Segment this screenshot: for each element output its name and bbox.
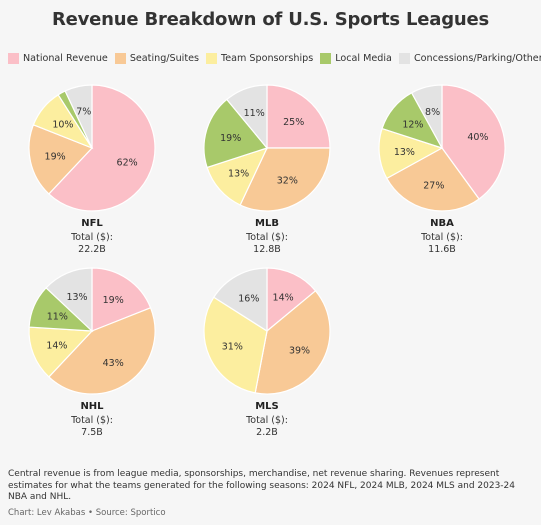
pie-title: MLB [255,218,279,229]
pie-slice [266,84,331,149]
slice-label: 62% [117,157,138,168]
legend-label: National Revenue [23,52,108,64]
pie-chart-mls: 14% 39% 31% 16% MLS Total ($):2.2B [203,267,331,438]
pie-title: NFL [81,218,103,229]
pie-slice [239,147,331,212]
pie-slice [266,267,317,333]
legend-swatch [206,52,218,64]
slice-label: 14% [46,340,67,351]
legend-swatch [320,52,332,64]
slice-label: 10% [52,119,73,130]
pie-chart-nhl: 19% 43% 14% 11% 13% NHL Total ($):7.5B [28,267,156,438]
pie-total-label: Total ($): [245,232,288,243]
slice-label: 14% [273,292,294,303]
pie-total-label: Total ($): [245,415,288,426]
pie-slice [64,84,93,149]
slice-label: 12% [402,119,423,130]
legend: National Revenue Seating/Suites Team Spo… [8,50,541,66]
footnote: Central revenue is from league media, sp… [8,469,516,502]
slice-label: 43% [103,358,124,369]
pie-chart-mlb: 25% 32% 13% 19% 11% MLB Total ($):12.8B [203,84,331,255]
legend-item-team-sponsorships: Team Sponsorships [206,52,314,64]
slice-label: 39% [289,346,310,357]
pie-slice [91,267,152,332]
pie-chart-nfl: 62% 19% 10%7% NFL Total ($):22.2B [28,84,156,255]
slice-label: 40% [467,132,488,143]
legend-item-concessions: Concessions/Parking/Other [398,52,541,64]
pie-total-label: Total ($): [420,232,463,243]
legend-item-national-revenue: National Revenue [8,52,108,64]
credit: Chart: Lev Akabas • Source: Sportico [8,508,166,518]
slice-label: 7% [76,107,91,118]
pie-slice [212,267,268,333]
slice-label: 19% [103,295,124,306]
pie-total-value: 22.2B [78,244,106,255]
pie-total-label: Total ($): [70,415,113,426]
pie-slice [48,307,156,395]
slice-label: 13% [394,147,415,158]
slice-label: 19% [220,133,241,144]
pie-total-value: 7.5B [81,427,103,438]
pie-slice [203,98,269,169]
slice-label: 11% [47,312,68,323]
slice-label: 31% [222,342,243,353]
pie-total-value: 12.8B [253,244,281,255]
pie-title: NHL [80,401,104,412]
slice-label: 27% [423,180,444,191]
pie-slice [225,84,268,150]
pie-slice [28,326,94,378]
slice-label: 13% [66,292,87,303]
legend-item-seating-suites: Seating/Suites [114,52,200,64]
pie-slice [385,147,480,212]
pie-slice [48,84,156,212]
pie-slice [441,84,506,200]
legend-label: Concessions/Parking/Other [413,52,541,64]
slice-label: 19% [45,152,66,163]
pie-total-value: 11.6B [428,244,456,255]
pie-slice [254,289,331,395]
slice-label: 16% [238,293,259,304]
pie-title: MLS [255,401,279,412]
slice-label: 32% [277,175,298,186]
legend-item-local-media: Local Media [320,52,392,64]
slice-label: 25% [283,117,304,128]
slice-label: 13% [228,169,249,180]
pie-chart-nba: 40% 27% 13% 12%8% NBA Total ($):11.6B [378,84,506,255]
chart-title: Revenue Breakdown of U.S. Sports Leagues [51,9,490,30]
legend-label: Team Sponsorships [221,52,314,64]
pie-title: NBA [430,218,454,229]
legend-swatch [398,52,410,64]
legend-swatch [114,52,126,64]
pie-total-label: Total ($): [70,232,113,243]
slice-label: 8% [425,107,440,118]
slice-label: 11% [244,108,265,119]
pie-slice [410,84,443,149]
legend-label: Local Media [335,52,392,64]
legend-swatch [8,52,19,64]
pie-slice [45,267,93,333]
pie-total-value: 2.2B [256,427,278,438]
legend-label: Seating/Suites [129,52,200,64]
